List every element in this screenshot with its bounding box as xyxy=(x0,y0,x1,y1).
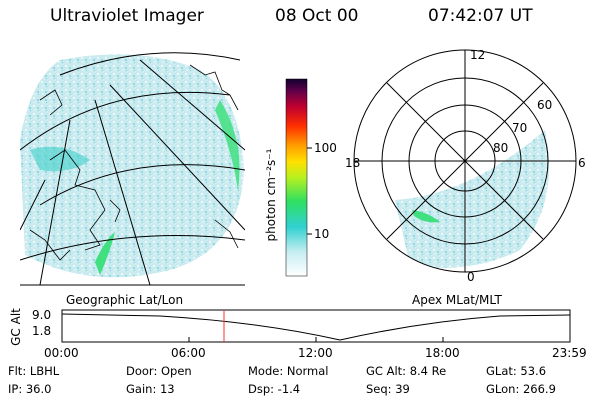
geo-grid xyxy=(20,52,245,285)
lat-label-60: 60 xyxy=(537,98,553,112)
info-dsp: Dsp: -1.4 xyxy=(248,382,301,396)
info-gcalt: GC Alt: 8.4 Re xyxy=(366,364,447,378)
lat-label-70: 70 xyxy=(512,121,528,135)
time-tick-2: 12:00 xyxy=(298,346,333,360)
geo-panel-label: Geographic Lat/Lon xyxy=(66,293,184,307)
info-glon: GLon: 266.9 xyxy=(486,382,556,396)
aurora-arc-south xyxy=(95,232,115,275)
info-glat: GLat: 53.6 xyxy=(486,364,547,378)
time-tick-0: 00:00 xyxy=(44,346,79,360)
time-tick-3: 18:00 xyxy=(425,346,460,360)
geo-image xyxy=(20,52,245,285)
apex-grid xyxy=(353,49,577,273)
strip-ticks xyxy=(61,337,571,342)
date-label: 08 Oct 00 xyxy=(275,6,359,26)
mlt-label-12: 12 xyxy=(470,48,486,62)
info-flt: Flt: LBHL xyxy=(8,364,60,378)
info-seq: Seq: 39 xyxy=(366,382,410,396)
time-tick-4: 23:59 xyxy=(552,346,587,360)
colorbar-unit: photon cm⁻²s⁻¹ xyxy=(264,148,278,242)
lat-label-80: 80 xyxy=(493,141,509,155)
coastlines xyxy=(29,64,239,261)
aurora-arc-apex xyxy=(412,210,440,223)
mlt-label-0: 0 xyxy=(467,270,475,284)
aurora-diffuse-geo xyxy=(20,54,244,278)
info-mode: Mode: Normal xyxy=(248,364,329,378)
strip-ylabel: GC Alt xyxy=(9,308,23,346)
mlt-label-18: 18 xyxy=(345,156,361,170)
altitude-curve xyxy=(61,313,571,341)
colorbar-label-100: 100 xyxy=(314,141,337,155)
colorbar-label-10: 10 xyxy=(314,227,330,241)
apex-image xyxy=(395,130,550,268)
time-tick-1: 06:00 xyxy=(171,346,206,360)
strip-label-top: 9.0 xyxy=(32,308,52,322)
app-title: Ultraviolet Imager xyxy=(50,6,204,26)
info-ip: IP: 36.0 xyxy=(8,382,52,396)
aurora-arc-east xyxy=(215,100,240,190)
apex-panel-label: Apex MLat/MLT xyxy=(412,293,502,307)
info-gain: Gain: 13 xyxy=(126,382,175,396)
strip-label-bottom: 1.8 xyxy=(32,324,52,338)
mlt-label-6: 6 xyxy=(578,156,586,170)
colorbar xyxy=(285,78,308,277)
info-door: Door: Open xyxy=(126,364,192,378)
time-label: 07:42:07 UT xyxy=(428,6,533,26)
